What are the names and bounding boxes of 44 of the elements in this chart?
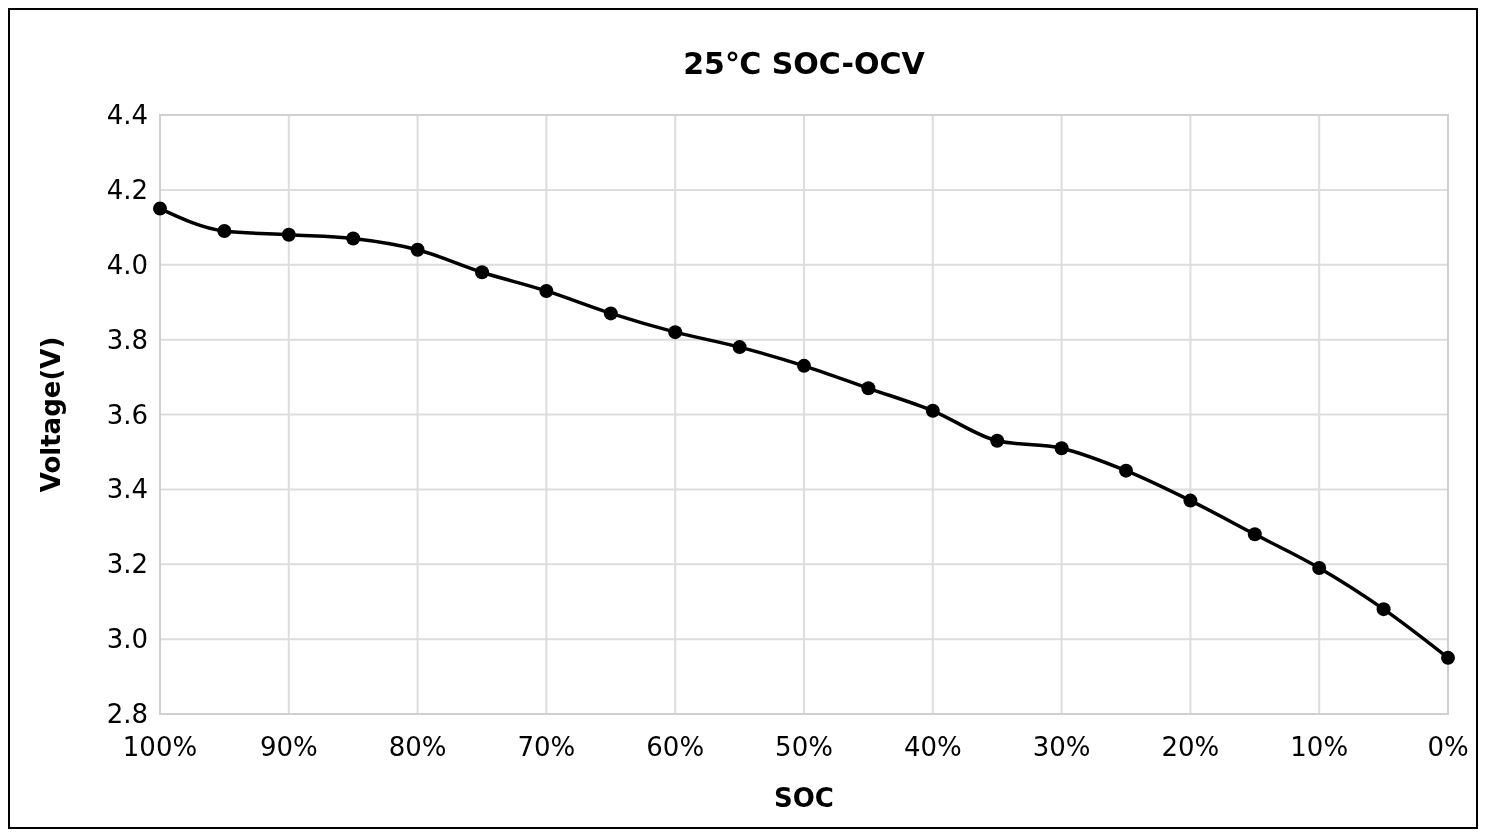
y-tick-label: 3.2 bbox=[106, 549, 148, 580]
x-tick-label: 100% bbox=[122, 732, 198, 762]
x-tick-label: 50% bbox=[775, 732, 833, 762]
point bbox=[1441, 650, 1455, 665]
chart-title: 25℃ SOC-OCV bbox=[683, 46, 926, 81]
x-tick-label: 10% bbox=[1290, 732, 1349, 762]
point bbox=[1376, 602, 1391, 617]
x-axis-title: SOC bbox=[774, 783, 834, 813]
point bbox=[990, 433, 1005, 448]
point bbox=[153, 201, 167, 216]
point bbox=[797, 358, 811, 373]
y-axis-title: Voltage(V) bbox=[36, 336, 66, 493]
point bbox=[1054, 441, 1069, 456]
point bbox=[539, 283, 554, 298]
point bbox=[1247, 527, 1262, 542]
y-tick-label: 3.4 bbox=[106, 474, 148, 505]
point bbox=[346, 231, 361, 246]
y-tick-label: 2.8 bbox=[106, 699, 148, 730]
point bbox=[603, 306, 618, 321]
x-tick-label: 30% bbox=[1032, 732, 1091, 762]
y-tick-label: 3.6 bbox=[106, 399, 148, 430]
x-tick-label: 40% bbox=[903, 732, 962, 762]
point bbox=[1183, 493, 1198, 508]
y-tick-label: 4.2 bbox=[106, 174, 148, 205]
point bbox=[925, 403, 940, 418]
y-tick-label: 4.4 bbox=[106, 100, 148, 131]
y-tick-label: 3.8 bbox=[106, 324, 148, 355]
x-tick-label: 60% bbox=[646, 732, 705, 762]
point bbox=[1312, 560, 1327, 575]
x-tick-label: 20% bbox=[1161, 732, 1220, 762]
x-tick-label: 80% bbox=[388, 732, 447, 762]
x-tick-label: 0% bbox=[1427, 732, 1469, 762]
y-tick-label: 3.0 bbox=[106, 624, 148, 655]
point bbox=[1119, 463, 1133, 478]
point bbox=[475, 265, 489, 280]
point bbox=[668, 325, 683, 340]
x-tick-label: 90% bbox=[259, 732, 318, 762]
point bbox=[861, 381, 876, 396]
y-tick-label: 4.0 bbox=[106, 249, 148, 280]
point bbox=[410, 242, 425, 257]
x-tick-label: 70% bbox=[517, 732, 576, 762]
point bbox=[281, 227, 296, 242]
point bbox=[732, 340, 747, 355]
point bbox=[217, 224, 232, 239]
